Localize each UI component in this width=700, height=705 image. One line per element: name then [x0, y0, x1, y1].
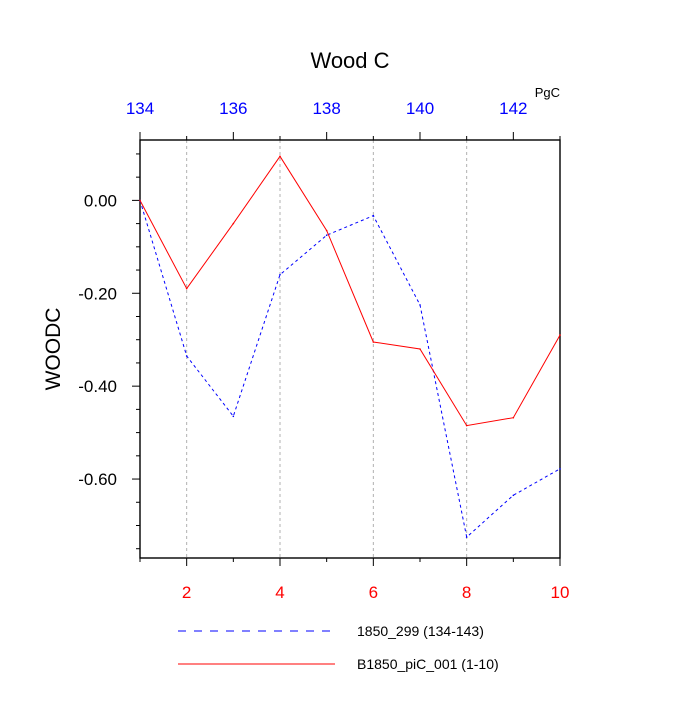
series-2-point [419, 348, 421, 350]
x-top-tick-label: 138 [312, 99, 340, 118]
series-2-point [325, 229, 328, 232]
x-bottom-tick-label: 6 [369, 583, 378, 602]
series-1-point [465, 536, 468, 538]
x-bottom-tick-label: 10 [551, 583, 570, 602]
series-1-point [232, 415, 235, 418]
series-2-point [465, 424, 468, 427]
plot-frame [139, 139, 561, 559]
units-label: PgC [535, 85, 560, 100]
legend-label-1: 1850_299 (134-143) [357, 623, 484, 639]
series-2-point [512, 416, 515, 419]
series-1-point [325, 234, 328, 237]
x-top-tick-label: 140 [406, 99, 434, 118]
series-2-point [185, 287, 188, 290]
series-1-point [419, 304, 421, 306]
series-2-point [139, 199, 141, 202]
x-top-tick-label: 136 [219, 99, 247, 118]
series-1-point [279, 273, 281, 276]
series-2-point [232, 222, 235, 225]
x-top-tick-label: 134 [126, 99, 154, 118]
y-tick-label: -0.60 [78, 470, 117, 489]
x-bottom-tick-label: 2 [182, 583, 191, 602]
series-2-point [559, 334, 561, 336]
x-bottom-tick-label: 8 [462, 583, 471, 602]
x-bottom-tick-label: 4 [275, 583, 284, 602]
series-2-point [372, 341, 375, 343]
series-line-1 [139, 200, 561, 539]
y-tick-label: 0.00 [84, 191, 117, 210]
series-1-point [372, 214, 375, 217]
y-axis-label: WOODC [42, 308, 65, 391]
series-line-2 [139, 155, 561, 427]
y-tick-label: -0.40 [78, 377, 117, 396]
y-tick-label: -0.20 [78, 284, 117, 303]
series-1-point [559, 468, 561, 470]
series-1-point [185, 355, 188, 357]
series-1-point [512, 494, 515, 497]
series-2-point [279, 155, 281, 158]
chart-title: Wood C [310, 48, 389, 73]
legend-label-2: B1850_piC_001 (1-10) [357, 656, 499, 672]
x-top-tick-label: 142 [499, 99, 527, 118]
